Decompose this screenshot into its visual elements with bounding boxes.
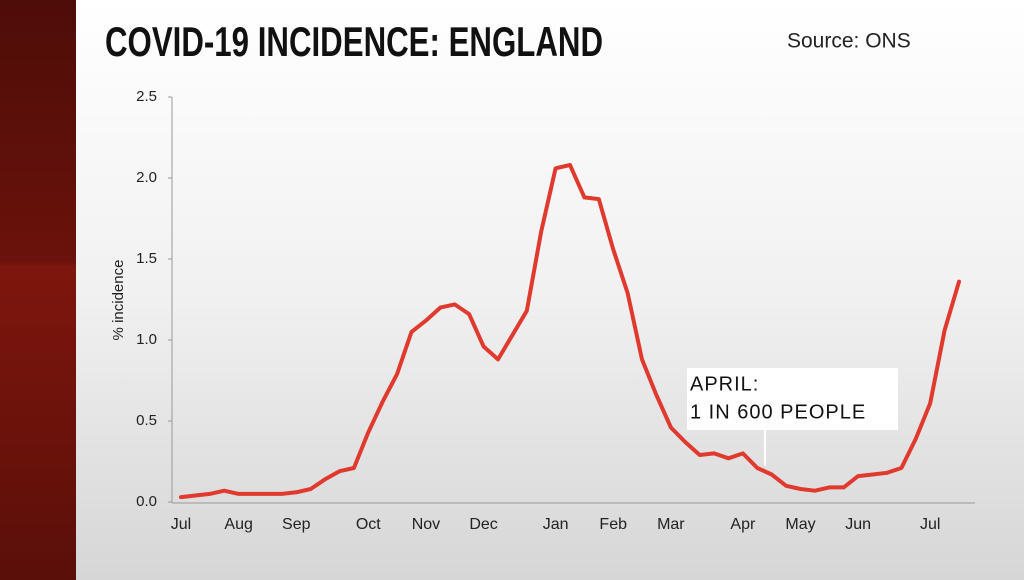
source: Source: ONS [787, 30, 911, 53]
x-tick-label: Jul [920, 516, 940, 533]
y-tick-label: 0.5 [136, 412, 157, 429]
x-tick-label: Jan [543, 516, 569, 533]
side-strip [0, 0, 76, 580]
y-tick-label: 1.0 [136, 331, 157, 348]
chart-title: COVID-19 INCIDENCE: ENGLAND [105, 18, 603, 65]
y-tick-label: 1.5 [136, 250, 157, 267]
x-tick-label: Feb [599, 516, 627, 533]
panel [76, 0, 1024, 580]
x-tick-label: Aug [224, 516, 252, 533]
y-tick-label: 0.0 [136, 493, 157, 510]
x-tick-label: Sep [282, 516, 311, 533]
annotation-text: 1 IN 600 PEOPLE [690, 401, 866, 423]
annotation-text: APRIL: [690, 373, 759, 395]
x-tick-label: Mar [657, 516, 685, 533]
series-line [179, 163, 961, 500]
x-tick-label: May [785, 516, 815, 533]
annotation-box [687, 368, 898, 430]
x-tick-label: Nov [412, 516, 440, 533]
x-tick-label: Jun [845, 516, 871, 533]
x-tick-label: Apr [730, 516, 756, 533]
y-tick-label: 2.0 [136, 169, 157, 186]
x-tick-label: Oct [356, 516, 381, 533]
x-tick-label: Jul [171, 516, 191, 533]
y-axis-label: % incidence [110, 260, 127, 341]
x-tick-label: Dec [469, 516, 497, 533]
y-tick-label: 2.5 [136, 88, 157, 105]
